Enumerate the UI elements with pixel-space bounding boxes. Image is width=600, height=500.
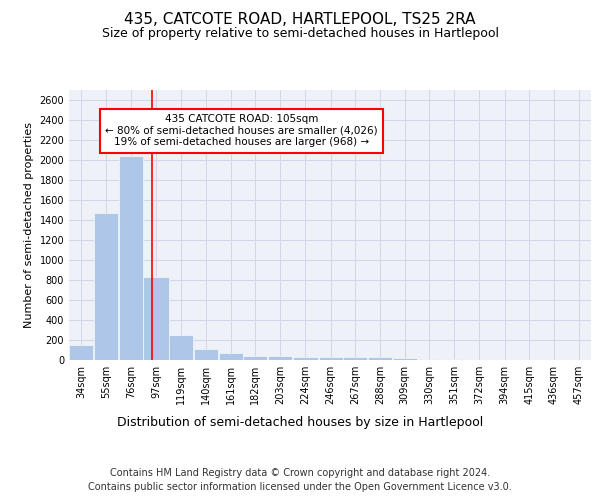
- Bar: [442, 359, 466, 360]
- Bar: [244, 356, 268, 360]
- Text: Distribution of semi-detached houses by size in Hartlepool: Distribution of semi-detached houses by …: [117, 416, 483, 429]
- Bar: [119, 156, 143, 360]
- Bar: [169, 334, 193, 360]
- Bar: [319, 356, 343, 360]
- Text: 435 CATCOTE ROAD: 105sqm
← 80% of semi-detached houses are smaller (4,026)
19% o: 435 CATCOTE ROAD: 105sqm ← 80% of semi-d…: [105, 114, 377, 148]
- Text: Contains public sector information licensed under the Open Government Licence v3: Contains public sector information licen…: [88, 482, 512, 492]
- Bar: [293, 356, 318, 360]
- Text: 435, CATCOTE ROAD, HARTLEPOOL, TS25 2RA: 435, CATCOTE ROAD, HARTLEPOOL, TS25 2RA: [124, 12, 476, 28]
- Bar: [343, 356, 367, 360]
- Bar: [392, 358, 416, 360]
- Text: Size of property relative to semi-detached houses in Hartlepool: Size of property relative to semi-detach…: [101, 28, 499, 40]
- Text: Contains HM Land Registry data © Crown copyright and database right 2024.: Contains HM Land Registry data © Crown c…: [110, 468, 490, 477]
- Bar: [218, 353, 242, 360]
- Y-axis label: Number of semi-detached properties: Number of semi-detached properties: [24, 122, 34, 328]
- Bar: [194, 348, 218, 360]
- Bar: [70, 345, 94, 360]
- Bar: [418, 358, 442, 360]
- Bar: [268, 356, 292, 360]
- Bar: [94, 213, 118, 360]
- Bar: [368, 357, 392, 360]
- Bar: [143, 276, 169, 360]
